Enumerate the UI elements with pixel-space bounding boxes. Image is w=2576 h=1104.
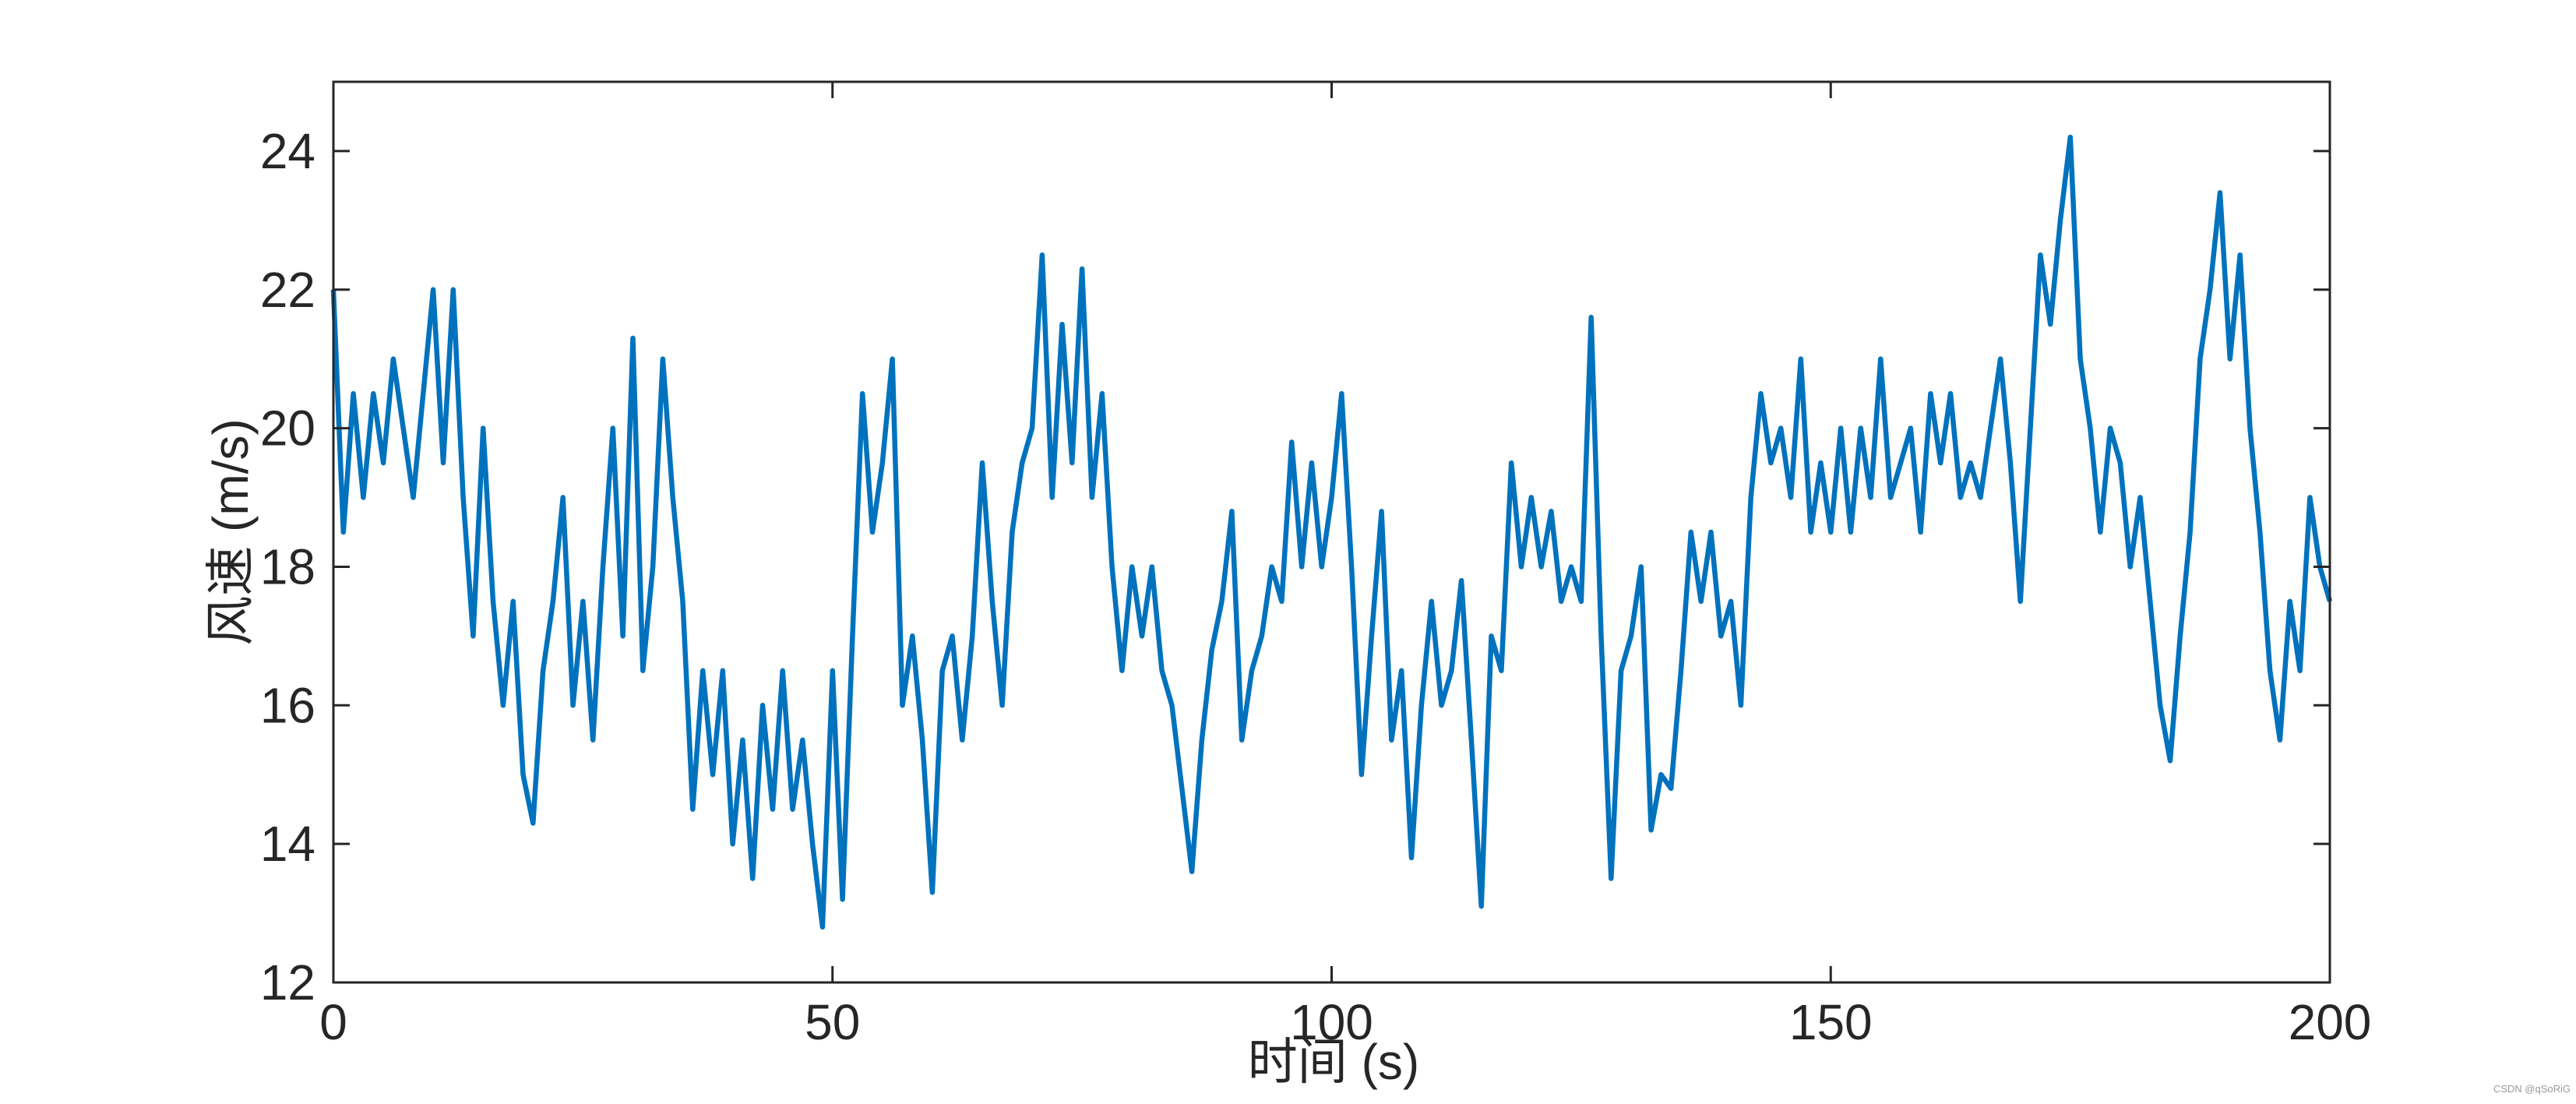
y-axis-label: 风速 (m/s) <box>203 418 259 646</box>
watermark: CSDN @qSoRiG <box>2493 1083 2571 1095</box>
data-line <box>330 134 2333 930</box>
y-tick-label: 18 <box>260 538 315 594</box>
x-tick-label: 200 <box>2289 994 2372 1050</box>
x-tick-label: 150 <box>1789 994 1873 1050</box>
y-tick-label: 20 <box>260 400 315 457</box>
x-tick-label: 100 <box>1290 994 1373 1050</box>
y-tick-label: 22 <box>260 262 315 318</box>
x-tick-label: 50 <box>805 994 860 1050</box>
x-tick-label: 0 <box>319 994 347 1050</box>
y-tick-label: 16 <box>260 677 315 733</box>
y-tick-label: 12 <box>260 954 315 1011</box>
y-tick-label: 14 <box>260 816 315 872</box>
x-axis-label: 时间 (s) <box>1248 1034 1419 1090</box>
y-tick-label: 24 <box>260 123 315 179</box>
